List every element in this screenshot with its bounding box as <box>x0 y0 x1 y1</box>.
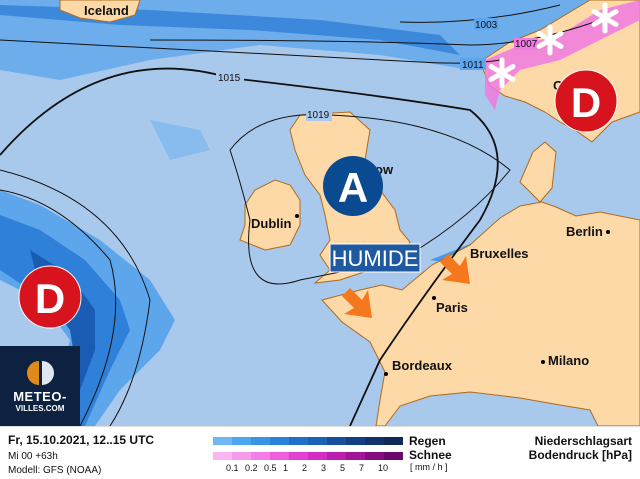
ireland <box>239 179 301 251</box>
model-name: Modell: GFS (NOAA) <box>8 465 102 476</box>
scale-swatch <box>232 452 251 460</box>
forecast-date: Fr, 15.10.2021, 12..15 UTC <box>8 433 155 447</box>
isobar-label: 1003 <box>475 20 498 31</box>
snowflake-icon <box>488 57 516 89</box>
scale-swatch <box>289 437 308 445</box>
low-pressure: D <box>18 265 82 329</box>
isobar-label: 1011 <box>462 60 484 71</box>
isobar-label: 1019 <box>307 110 330 121</box>
logo-subtext: VILLES.COM <box>15 404 65 413</box>
scale-tick: 10 <box>378 463 389 473</box>
scale-tick: 1 <box>283 463 289 473</box>
scale-tick: 5 <box>340 463 346 473</box>
weather-map: 1003 1007 1011 1015 1019 Iceland Dublin … <box>0 0 640 426</box>
isobar-labels: 1003 1007 1011 1015 1019 <box>216 18 538 121</box>
snow-areas <box>485 0 640 110</box>
scale-tick: 0.5 <box>264 463 277 473</box>
arrow-icon <box>342 288 372 318</box>
rain-label: Regen <box>409 434 446 448</box>
scale-tick: 3 <box>321 463 327 473</box>
snow-scale <box>213 452 403 460</box>
scale-swatch <box>384 437 403 445</box>
humide-label: HUMIDE <box>332 246 419 271</box>
snowflake-icon <box>536 24 564 56</box>
scale-swatch <box>213 437 232 445</box>
legend-title-pressure: Bodendruck [hPa] <box>528 448 632 462</box>
city-label: Bruxelles <box>470 246 529 261</box>
scale-swatch <box>365 452 384 460</box>
scale-swatch <box>384 452 403 460</box>
isobar-label: 1007 <box>515 39 538 50</box>
wind-arrows <box>342 254 470 318</box>
low-label: D <box>35 275 65 322</box>
rain-scale <box>213 437 403 445</box>
scale-tick: 2 <box>302 463 308 473</box>
unit-label: [ mm / h ] <box>410 462 448 472</box>
city-label: Iceland <box>84 3 129 18</box>
high-label: A <box>338 164 368 211</box>
scale-tick: 0.1 <box>226 463 239 473</box>
arrow-icon <box>440 254 470 284</box>
scale-swatch <box>213 452 232 460</box>
scale-swatch <box>270 452 289 460</box>
logo-icon <box>27 361 54 385</box>
cities: Iceland Dublin ow Bruxelles Berlin Paris… <box>84 3 610 376</box>
scale-swatch <box>289 452 308 460</box>
low-pressure: D <box>554 69 618 133</box>
snow-label: Schnee <box>409 448 452 462</box>
scale-swatch <box>346 437 365 445</box>
scale-swatch <box>251 452 270 460</box>
scale-swatch <box>327 437 346 445</box>
scale-swatch <box>232 437 251 445</box>
snowflake-icon <box>591 2 619 34</box>
legend-title-type: Niederschlagsart <box>534 434 632 448</box>
city-label: Paris <box>436 300 468 315</box>
scale-swatch <box>346 452 365 460</box>
continent <box>321 201 640 426</box>
scale-tick: 0.2 <box>245 463 258 473</box>
scale-tick: 7 <box>359 463 365 473</box>
logo[interactable]: METEO- VILLES.COM <box>0 346 80 426</box>
scale-swatch <box>251 437 270 445</box>
city-label: O <box>553 78 563 93</box>
snow-icons <box>488 2 619 89</box>
high-pressure: A <box>323 156 383 216</box>
logo-text: METEO- <box>13 389 67 404</box>
humide-tag: HUMIDE <box>329 243 421 273</box>
legend-footer: Fr, 15.10.2021, 12..15 UTC Mi 00 +63h Mo… <box>0 426 640 479</box>
scale-swatch <box>365 437 384 445</box>
scale-swatch <box>308 452 327 460</box>
isobar-label: 1015 <box>218 73 241 84</box>
city-label: Bordeaux <box>392 358 453 373</box>
city-label: Dublin <box>251 216 291 231</box>
low-label: D <box>571 79 601 126</box>
city-label: Milano <box>548 353 589 368</box>
scale-swatch <box>308 437 327 445</box>
scale-swatch <box>327 452 346 460</box>
city-label: Berlin <box>566 224 603 239</box>
model-run: Mi 00 +63h <box>8 451 58 462</box>
iceland <box>59 0 141 23</box>
scale-swatch <box>270 437 289 445</box>
